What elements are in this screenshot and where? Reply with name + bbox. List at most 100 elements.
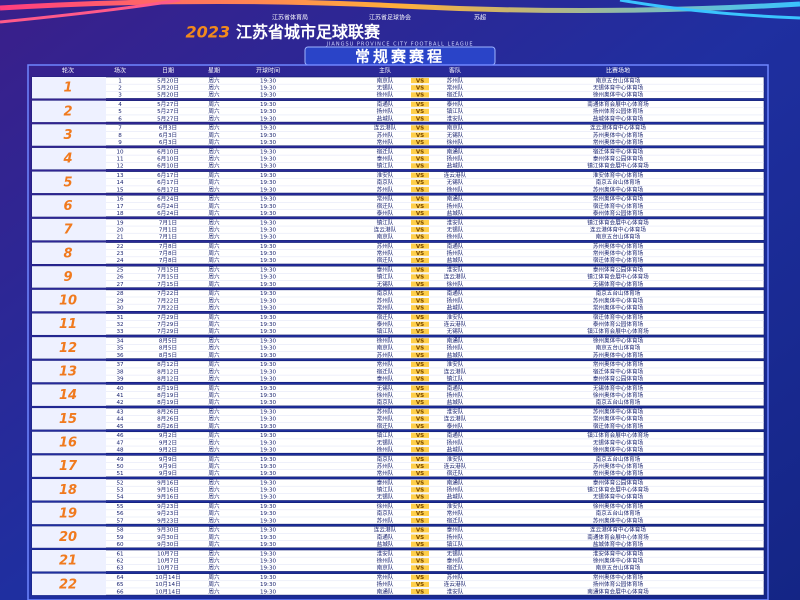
cell: 周六 <box>208 462 220 470</box>
vs-label: VS <box>416 346 424 352</box>
round-block <box>31 76 765 99</box>
round-cell <box>32 526 106 548</box>
cell: 周六 <box>208 273 220 281</box>
cell: 周六 <box>208 455 220 463</box>
vs-label: VS <box>416 322 424 328</box>
cell: 苏州奥体中心体育场 <box>593 131 644 139</box>
cell: 宿迁队 <box>447 564 464 572</box>
vs-cell <box>411 305 429 311</box>
vs-label: VS <box>416 589 424 595</box>
cell: 常州奥体中心体育场 <box>593 249 644 257</box>
cell: 苏州队 <box>447 573 464 581</box>
cell: 19:30 <box>260 386 277 392</box>
cell: 46 <box>116 433 124 439</box>
round-label: 5 <box>63 175 72 190</box>
cell: 18 <box>116 211 124 217</box>
cell: 镇江体育会展中心体育场 <box>587 327 649 335</box>
cell: 19:30 <box>260 535 277 541</box>
cell: 19:30 <box>260 433 277 439</box>
vs-cell <box>411 148 429 155</box>
cell: 常州奥体中心体育场 <box>593 360 644 368</box>
cell: 53 <box>116 488 124 494</box>
cell: 南通队 <box>377 533 394 541</box>
cell: 徐州队 <box>447 280 464 288</box>
cell: 8月12日 <box>157 375 179 382</box>
column-header: 开球时间 <box>256 67 280 75</box>
banner: 常规赛赛程 <box>355 48 445 66</box>
title: 江苏省城市足球联赛 <box>236 23 381 42</box>
vs-label: VS <box>416 566 424 572</box>
vs-cell <box>411 125 429 131</box>
cell: 周六 <box>208 351 220 359</box>
cell: 9月2日 <box>159 446 177 453</box>
round-cell <box>32 100 106 123</box>
cell: 19:30 <box>260 346 277 352</box>
round-cell <box>32 77 106 99</box>
vs-label: VS <box>416 173 424 179</box>
cell: 周六 <box>208 195 220 203</box>
cell: 19:30 <box>260 180 277 186</box>
vs-label: VS <box>416 282 424 288</box>
cell: 宿迁体育中心体育场 <box>593 256 644 264</box>
cell: 淮安队 <box>377 549 394 557</box>
cell: 周六 <box>208 320 220 328</box>
cell: 42 <box>116 400 123 406</box>
cell: 19:30 <box>260 329 277 335</box>
cell: 泰州体育公园体育场 <box>593 320 644 328</box>
cell: 无锡队 <box>447 549 464 557</box>
cell: 19:30 <box>260 140 277 146</box>
vs-cell <box>411 78 429 84</box>
cell: 宿迁体育中心体育场 <box>593 367 644 375</box>
cell: 6月17日 <box>157 179 179 186</box>
cell: 周六 <box>208 162 220 170</box>
cell: 19:30 <box>260 126 277 132</box>
cell: 28 <box>116 291 124 297</box>
cell: 19:30 <box>260 369 277 375</box>
cell: 5月27日 <box>157 108 179 115</box>
cell: 无锡队 <box>377 280 394 288</box>
cell: 南京队 <box>447 124 464 132</box>
cell: 宿迁队 <box>377 202 394 210</box>
vs-label: VS <box>416 102 424 108</box>
cell: 徐州队 <box>447 138 464 146</box>
cell: 7月22日 <box>157 297 179 304</box>
cell: 扬州队 <box>447 344 464 352</box>
cell: 南通队 <box>377 587 394 595</box>
round-cell <box>32 573 106 596</box>
cell: 19:30 <box>260 315 277 321</box>
cell: 44 <box>116 417 124 423</box>
cell: 连云港体育中心体育场 <box>590 124 646 132</box>
cell: 9月30日 <box>157 541 179 548</box>
cell: 19:30 <box>260 86 277 92</box>
cell: 19:30 <box>260 116 277 122</box>
vs-label: VS <box>416 220 424 226</box>
vs-cell <box>411 574 429 580</box>
vs-label: VS <box>416 362 424 368</box>
round-block <box>31 431 765 454</box>
cell: 9月9日 <box>159 470 177 477</box>
vs-cell <box>411 470 429 476</box>
vs-label: VS <box>416 528 424 534</box>
cell: 徐州奥体中心体育场 <box>593 557 644 565</box>
vs-cell <box>411 494 429 500</box>
cell: 19:30 <box>260 322 277 328</box>
subtitle: JIANGSU PROVINCE CITY FOOTBALL LEAGUE <box>325 42 473 48</box>
cell: 5月27日 <box>157 101 179 108</box>
cell: 扬州体育公园体育场 <box>593 107 644 115</box>
cell: 19:30 <box>260 528 277 534</box>
cell: 周六 <box>208 178 220 186</box>
cell: 周六 <box>208 407 220 415</box>
round-cell <box>32 360 106 383</box>
cell: 周六 <box>208 438 220 446</box>
cell: 常州队 <box>377 360 394 368</box>
cell: 淮安体育中心体育场 <box>593 171 644 179</box>
cell: 徐州奥体中心体育场 <box>593 445 644 453</box>
cell: 25 <box>116 268 124 274</box>
vs-cell <box>411 361 429 367</box>
cell: 南通体育会展中心体育场 <box>587 533 649 541</box>
cell: 19:30 <box>260 417 277 423</box>
vs-label: VS <box>416 329 424 335</box>
vs-cell <box>411 518 429 524</box>
cell: 无锡队 <box>447 131 464 139</box>
vs-cell <box>411 298 429 304</box>
